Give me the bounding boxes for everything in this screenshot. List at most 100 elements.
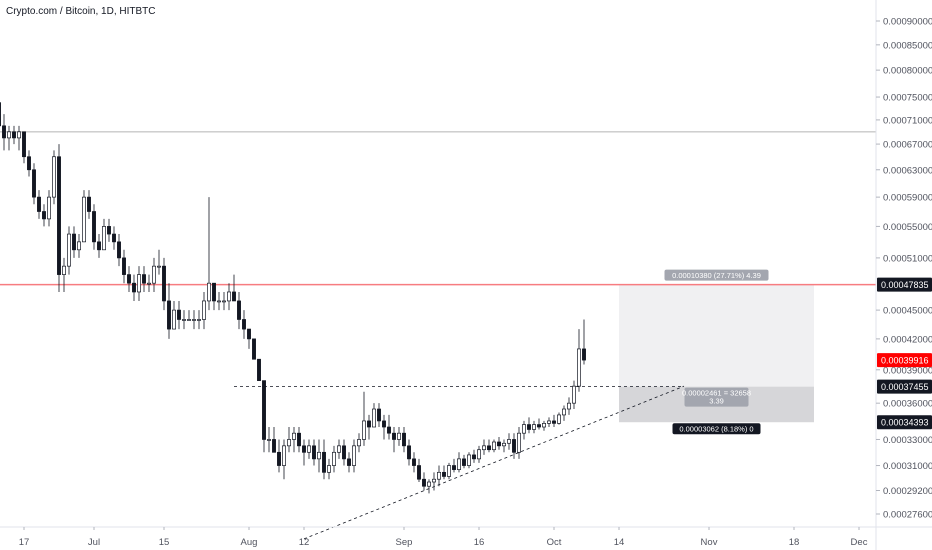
candle[interactable] <box>377 403 381 428</box>
candle[interactable] <box>527 417 531 434</box>
candles[interactable] <box>0 50 586 494</box>
candle[interactable] <box>57 144 61 292</box>
candle[interactable] <box>152 257 156 292</box>
candle[interactable] <box>122 249 126 284</box>
candle[interactable] <box>187 310 191 321</box>
candle[interactable] <box>507 433 511 450</box>
candle[interactable] <box>442 465 446 480</box>
candle[interactable] <box>342 439 346 466</box>
target-zone[interactable] <box>619 284 814 387</box>
candle[interactable] <box>332 445 336 473</box>
candle[interactable] <box>487 439 491 453</box>
candle[interactable] <box>97 234 101 258</box>
candle[interactable] <box>422 472 426 491</box>
candle[interactable] <box>397 427 401 446</box>
candle[interactable] <box>37 190 41 219</box>
candle[interactable] <box>437 465 441 487</box>
candle[interactable] <box>147 274 151 292</box>
candle[interactable] <box>157 249 161 275</box>
candle[interactable] <box>562 405 566 421</box>
candle[interactable] <box>477 445 481 463</box>
candle[interactable] <box>202 291 206 330</box>
candle[interactable] <box>417 458 421 483</box>
candle[interactable] <box>372 403 376 428</box>
candle[interactable] <box>127 266 131 292</box>
candle[interactable] <box>67 226 71 275</box>
candle[interactable] <box>582 319 586 365</box>
candle[interactable] <box>192 310 196 330</box>
candle[interactable] <box>357 433 361 453</box>
candle[interactable] <box>237 291 241 330</box>
candle[interactable] <box>407 439 411 466</box>
price-tag[interactable]: 0.00039916 <box>877 353 932 368</box>
candle[interactable] <box>277 439 281 473</box>
candle[interactable] <box>517 427 521 459</box>
candle[interactable] <box>177 300 181 330</box>
candle[interactable] <box>347 452 351 473</box>
candle[interactable] <box>207 197 211 311</box>
candle[interactable] <box>497 436 501 450</box>
candle[interactable] <box>307 439 311 459</box>
candle[interactable] <box>82 190 86 243</box>
candle[interactable] <box>302 439 306 466</box>
candle[interactable] <box>292 427 296 453</box>
candle[interactable] <box>17 125 21 151</box>
candle[interactable] <box>392 427 396 453</box>
candle[interactable] <box>247 328 251 349</box>
candle[interactable] <box>557 412 561 425</box>
candle[interactable] <box>312 439 316 466</box>
candle[interactable] <box>502 439 506 453</box>
candle[interactable] <box>457 452 461 473</box>
candle[interactable] <box>117 234 121 267</box>
candle[interactable] <box>547 417 551 428</box>
ascending-trendline[interactable] <box>303 385 685 540</box>
candle[interactable] <box>112 226 116 250</box>
candle[interactable] <box>137 266 141 301</box>
candle[interactable] <box>402 427 406 453</box>
candle[interactable] <box>172 300 176 330</box>
candle[interactable] <box>197 310 201 330</box>
candle[interactable] <box>87 190 91 219</box>
candle[interactable] <box>182 310 186 330</box>
candle[interactable] <box>532 420 536 434</box>
candle[interactable] <box>492 439 496 453</box>
candle[interactable] <box>352 439 356 473</box>
candle[interactable] <box>452 458 456 473</box>
candle[interactable] <box>217 291 221 311</box>
candle[interactable] <box>92 204 96 250</box>
candle[interactable] <box>272 427 276 453</box>
candle[interactable] <box>472 449 476 463</box>
candle[interactable] <box>322 439 326 480</box>
candle[interactable] <box>387 414 391 440</box>
candle[interactable] <box>267 427 271 453</box>
candle[interactable] <box>72 226 76 258</box>
candle[interactable] <box>107 218 111 242</box>
candle[interactable] <box>47 190 51 227</box>
candle[interactable] <box>77 234 81 258</box>
candle[interactable] <box>287 427 291 453</box>
candle[interactable] <box>7 125 11 151</box>
price-axis[interactable]: 0.00090000 0.00085000 0.00080000 0.00075000… <box>875 0 932 550</box>
time-axis[interactable]: 17 Jul 15 Aug 12 Sep 16 Oct 14 Nov 18 Dec <box>0 526 932 548</box>
candle[interactable] <box>62 257 66 292</box>
candle[interactable] <box>432 472 436 491</box>
candle[interactable] <box>2 114 6 151</box>
candle[interactable] <box>52 150 56 205</box>
candle[interactable] <box>167 283 171 339</box>
candle[interactable] <box>282 439 286 480</box>
candle[interactable] <box>132 274 136 301</box>
price-tag[interactable]: 0.00037455 <box>877 379 932 394</box>
candle[interactable] <box>22 131 26 164</box>
price-tag[interactable]: 0.00047835 <box>877 277 932 292</box>
candle[interactable] <box>222 291 226 311</box>
candle[interactable] <box>227 283 231 311</box>
candle[interactable] <box>467 452 471 469</box>
candle[interactable] <box>27 150 31 177</box>
candle[interactable] <box>447 462 451 480</box>
candle[interactable] <box>32 163 36 205</box>
candle[interactable] <box>362 391 366 446</box>
candle[interactable] <box>102 218 106 251</box>
trendline[interactable] <box>303 385 685 540</box>
candle[interactable] <box>522 420 526 440</box>
